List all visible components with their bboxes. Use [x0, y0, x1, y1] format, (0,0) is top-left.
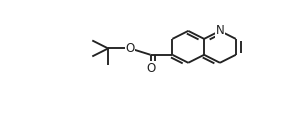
Text: N: N: [216, 24, 224, 37]
Text: O: O: [146, 62, 155, 75]
Text: O: O: [126, 42, 135, 55]
